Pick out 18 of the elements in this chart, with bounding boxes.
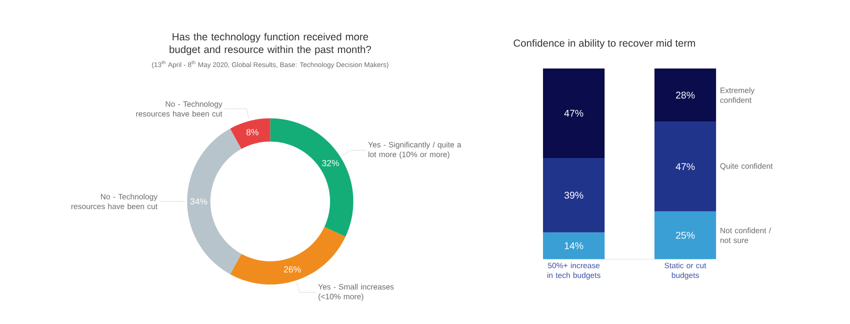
data-label: 25% <box>676 232 695 239</box>
bar <box>654 122 716 212</box>
data-label: 26% <box>284 266 301 273</box>
bar <box>543 68 605 158</box>
chart-title: Has the technology function received more budget and resource within the past month? <box>170 33 371 56</box>
data-label: 34% <box>190 198 208 205</box>
data-label: 47% <box>564 110 584 117</box>
data-label: 28% <box>676 92 695 99</box>
bar <box>654 212 716 260</box>
data-label: 8% <box>246 129 258 136</box>
bar <box>654 68 716 122</box>
data-label: 32% <box>322 160 340 166</box>
bar <box>543 158 605 233</box>
data-label: 39% <box>564 192 584 199</box>
data-label: 14% <box>564 242 584 250</box>
chart-title: Confidence in ability to recover mid term <box>514 39 695 49</box>
data-label: 47% <box>676 163 695 170</box>
bar <box>543 232 605 260</box>
